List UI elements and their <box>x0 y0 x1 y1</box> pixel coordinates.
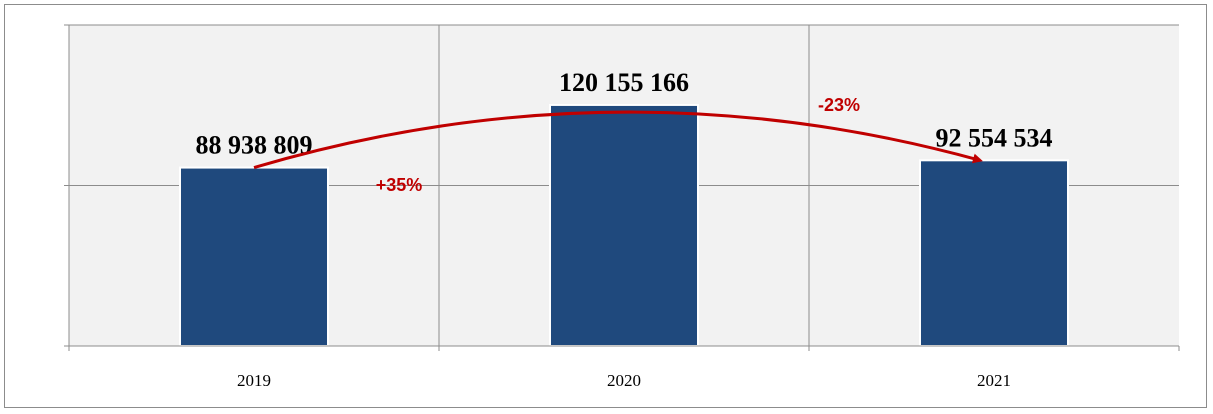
x-tick-label: 2020 <box>607 371 641 390</box>
x-tick-label: 2019 <box>237 371 271 390</box>
bar-2020 <box>549 103 699 347</box>
change-annotation: +35% <box>376 175 423 195</box>
bar-2019 <box>179 166 329 347</box>
data-label: 92 554 534 <box>936 123 1053 152</box>
change-annotation: -23% <box>818 95 860 115</box>
change-arrow <box>253 110 983 170</box>
data-label: 120 155 166 <box>559 68 689 97</box>
bar-chart: 2019 2020 2021 88 938 809 120 155 166 92 554 … <box>64 24 1180 390</box>
data-label: 88 938 809 <box>196 131 313 160</box>
chart-frame: 2019 2020 2021 88 938 809 120 155 166 92 554 … <box>4 4 1207 408</box>
bar-2021 <box>919 159 1069 347</box>
x-tick-label: 2021 <box>977 371 1011 390</box>
